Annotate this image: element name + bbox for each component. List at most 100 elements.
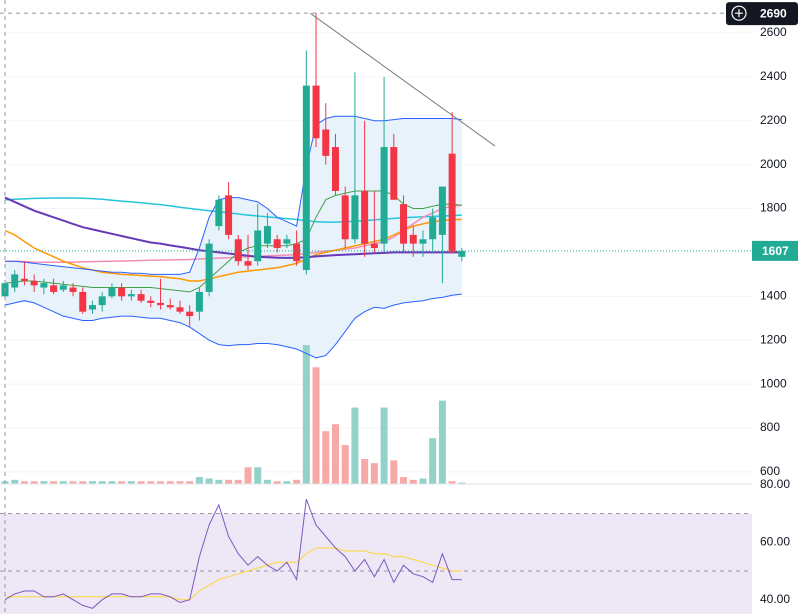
high-label: 2690 (760, 6, 787, 20)
candle-body (380, 147, 388, 244)
candle-body (79, 291, 87, 312)
y-tick-label: 1800 (760, 201, 787, 215)
volume-bar (331, 424, 339, 484)
candle-body (254, 230, 262, 262)
volume-bar (195, 477, 203, 484)
candle-body (312, 85, 320, 139)
axis-labels: 6008001000120014001600180020002200240026… (726, 2, 798, 606)
volume-bar (429, 438, 437, 484)
volume-bar (244, 467, 252, 484)
volume-bar (79, 481, 87, 484)
volume-bar (11, 479, 19, 484)
volume-bar (448, 481, 456, 484)
volume-bar (50, 481, 58, 484)
last-price-label: 1607 (762, 244, 789, 258)
volume-bar (40, 481, 48, 484)
candle-body (137, 294, 145, 301)
candle-body (370, 243, 378, 249)
volume-bar (118, 481, 126, 484)
moving-average (4, 196, 462, 259)
candle-body (225, 195, 233, 235)
y-tick-label: 600 (760, 464, 780, 478)
candle-body (176, 307, 184, 312)
candle-body (98, 296, 106, 306)
rsi-tick-label: 60.00 (760, 534, 790, 548)
y-tick-label: 2200 (760, 113, 787, 127)
candle-body (50, 285, 58, 292)
candle-body (30, 280, 38, 286)
volume-bar (69, 481, 77, 484)
volume-bar (30, 481, 38, 484)
candle-body (11, 274, 19, 288)
volume-bar (157, 481, 165, 484)
volume-bar (341, 445, 349, 484)
bollinger-lower (4, 293, 462, 359)
candle-body (234, 239, 242, 262)
candle-body (263, 226, 271, 244)
volume-bar (390, 460, 398, 484)
volume-bar (186, 481, 194, 484)
price-pane (0, 12, 752, 484)
candle-body (429, 217, 437, 240)
candle-body (400, 204, 408, 244)
rsi-ma-line (5, 547, 462, 601)
volume-bar (215, 479, 223, 484)
volume-bar (147, 481, 155, 484)
candle-body (361, 190, 369, 244)
candle-body (438, 186, 446, 235)
volume-bar (263, 479, 271, 484)
volume-bar (409, 479, 417, 484)
y-tick-label: 1400 (760, 288, 787, 302)
add-alert-plus (735, 9, 743, 18)
candle-body (215, 199, 223, 227)
candle-body (186, 311, 194, 317)
volume-bar (234, 479, 242, 484)
candle-body (293, 243, 301, 262)
candle-body (390, 147, 398, 200)
volume-bar (98, 481, 106, 484)
candle-body (20, 278, 28, 281)
volume-bar (88, 481, 96, 484)
volume-bar (302, 345, 310, 484)
y-tick-label: 2000 (760, 157, 787, 171)
volume-bar (419, 478, 427, 484)
add-alert-icon (731, 5, 747, 21)
bollinger-upper (5, 115, 462, 275)
candle-body (147, 300, 155, 303)
volume-bar (108, 481, 116, 484)
trendline (309, 12, 496, 147)
volume-bar (205, 478, 213, 484)
y-tick-label: 1000 (760, 376, 787, 390)
volume-bar (59, 481, 67, 484)
volume-bar (438, 400, 446, 484)
volume-bar (458, 482, 466, 484)
candle-body (166, 305, 174, 308)
volume-bar (137, 481, 145, 484)
volume-bar (312, 367, 320, 484)
candle-body (322, 129, 330, 156)
candle-body (157, 302, 165, 306)
candle-body (409, 234, 417, 244)
volume-bar (127, 481, 135, 484)
rsi-tick-label: 40.00 (760, 592, 790, 606)
rsi-pane (0, 499, 752, 614)
candle-body (59, 285, 67, 290)
candle-body (127, 294, 135, 297)
candle-body (341, 195, 349, 240)
volume-bar (273, 481, 281, 484)
price-axis (752, 0, 798, 614)
candle-body (273, 239, 281, 249)
y-tick-label: 1200 (760, 332, 787, 346)
candle-body (302, 85, 310, 270)
candle-body (108, 287, 116, 297)
volume-bar (351, 407, 359, 484)
candle-body (331, 147, 339, 191)
volume-bar (400, 477, 408, 484)
rsi-band (0, 513, 752, 614)
y-tick-label: 2600 (760, 25, 787, 39)
candle-body (419, 239, 427, 244)
candle-body (118, 287, 126, 297)
y-tick-label: 2400 (760, 69, 787, 83)
candle-body (40, 283, 48, 288)
